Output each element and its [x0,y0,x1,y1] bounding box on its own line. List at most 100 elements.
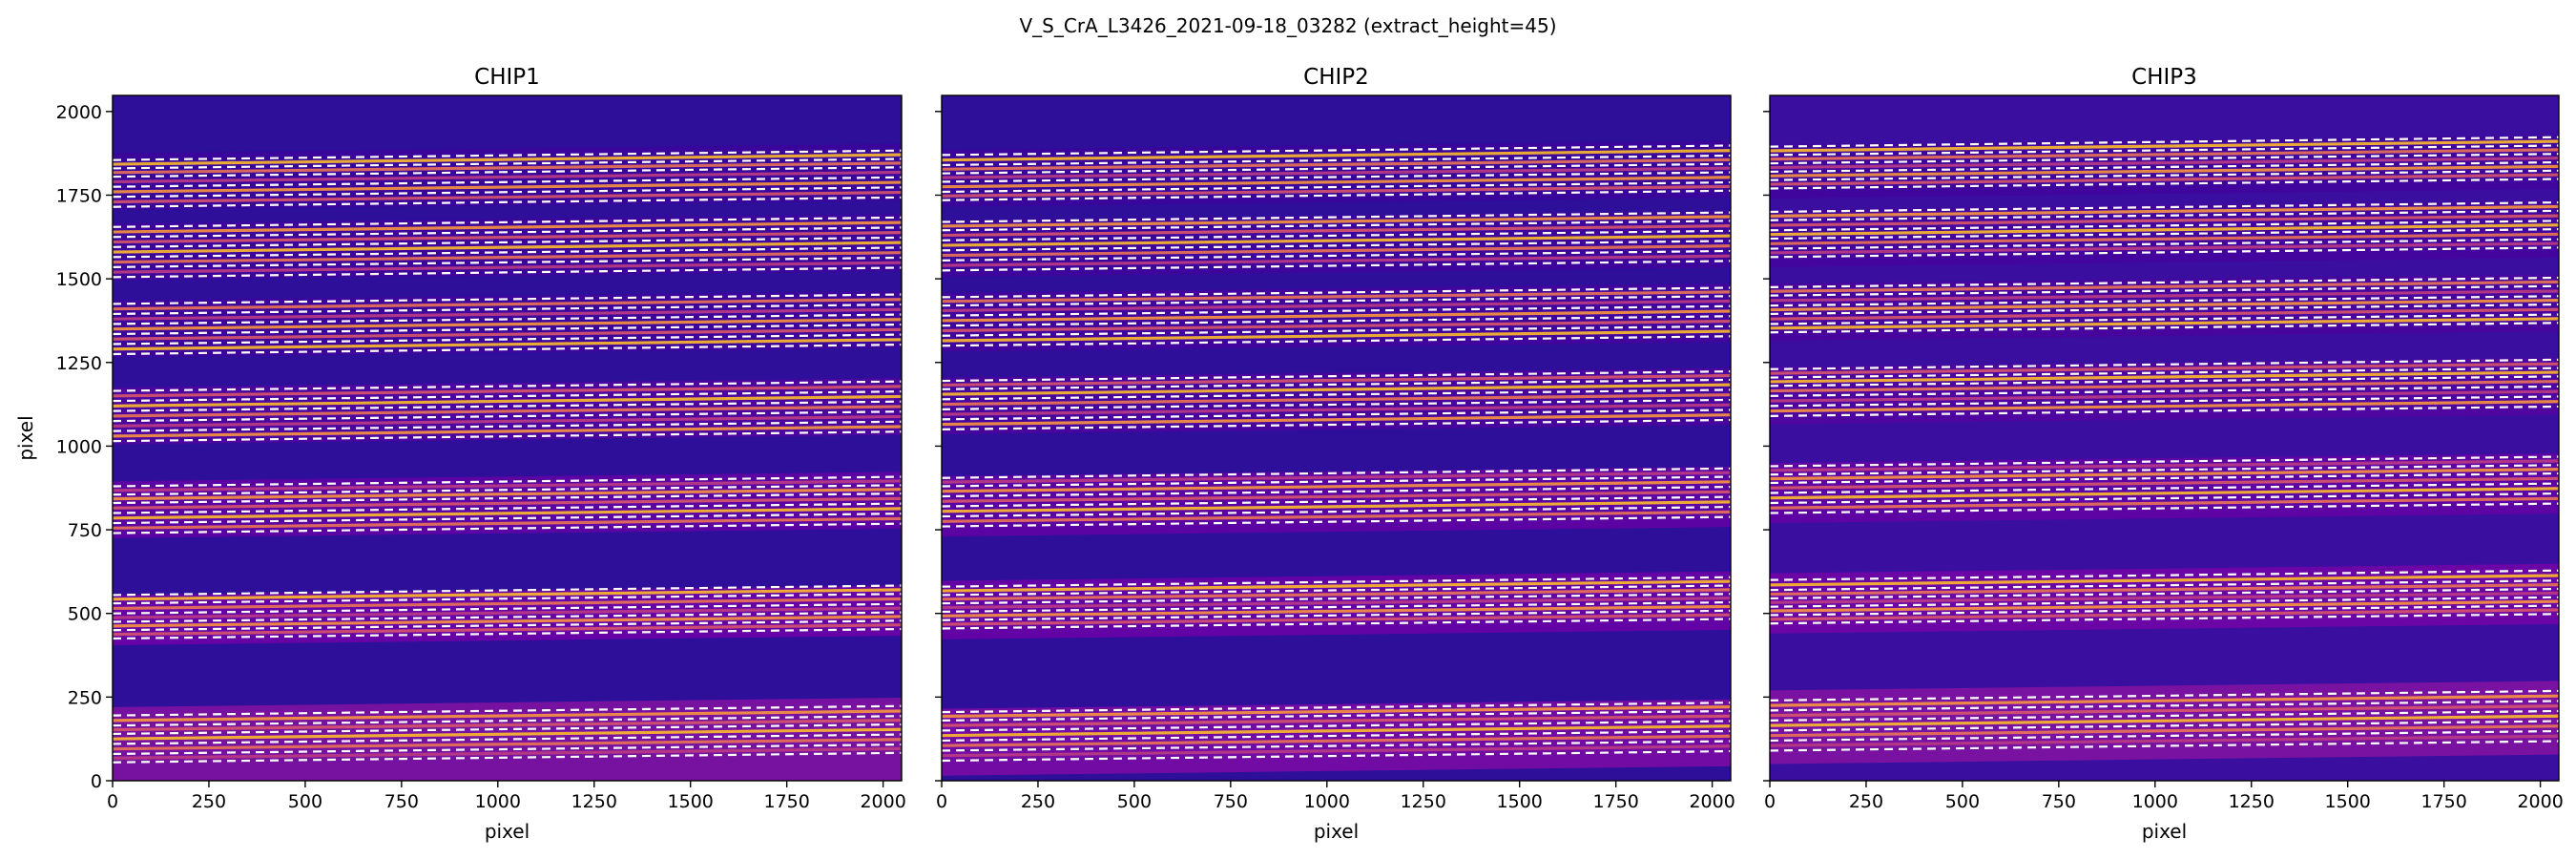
spectral-trace [113,385,902,398]
spectral-trace [1770,164,2559,178]
extraction-boundary-line [1770,153,2559,165]
spectral-trace [942,383,1731,396]
extraction-boundary-line [1770,160,2559,174]
y-tick-label: 1000 [56,436,102,457]
extraction-boundary-line [1770,228,2559,241]
chip-panel-3: CHIP3 0 250 500 750 1000 1250 1500 1750 2000 pixel [1763,65,2564,843]
spectral-trace [113,241,902,254]
extraction-boundary-line [113,723,902,736]
extraction-boundary-line [942,220,1731,232]
extraction-boundary-line [1770,200,2559,214]
extraction-boundary-line [1770,740,2559,752]
spectral-trace [1770,157,2559,170]
spectral-trace [1770,583,2559,597]
extraction-boundary-line [942,702,1731,714]
extraction-boundary-line [942,409,1731,421]
extraction-boundary-line [1770,700,2559,712]
spectral-trace [113,623,902,637]
spectral-trace [1770,139,2559,153]
spectral-trace [1770,370,2559,384]
spectral-trace [113,597,902,611]
extraction-boundary-line [1770,579,2559,592]
extraction-boundary-line [113,513,902,525]
spectral-trace [942,157,1731,171]
spectral-trace [1770,496,2559,510]
spectral-trace [113,606,902,619]
spectral-trace [942,393,1731,407]
spectral-trace [942,290,1731,304]
detector-image [113,95,902,781]
spectral-trace [113,615,902,628]
extraction-boundary-line [942,286,1731,299]
spectral-trace [942,588,1731,601]
spectral-trace [942,704,1731,719]
extraction-boundary-line [1770,276,2559,288]
spectral-trace [942,480,1731,493]
extraction-boundary-line [942,154,1731,167]
spectral-trace [1770,148,2559,161]
extraction-boundary-line [1770,709,2559,722]
x-tick-label: 750 [384,791,419,812]
spectral-trace [942,149,1731,162]
spectral-trace [113,180,902,194]
extraction-boundary-line [113,196,902,208]
extraction-boundary-line [942,398,1731,410]
extraction-boundary-line [942,720,1731,732]
extraction-boundary-line [942,584,1731,597]
y-tick-label: 2000 [56,102,102,123]
spectral-trace [113,231,902,244]
extraction-boundary-line [1770,729,2559,743]
spectral-trace [113,488,902,501]
extraction-boundary-line [1770,169,2559,181]
extraction-boundary-line [942,709,1731,722]
spectral-trace [942,166,1731,179]
spectral-trace [942,613,1731,626]
spectral-trace [113,394,902,408]
spectral-trace [113,170,902,184]
figure-suptitle: V_S_CrA_L3426_2021-09-18_03282 (extract_… [1019,14,1556,37]
extraction-boundary-line [942,171,1731,183]
extraction-boundary-line [942,162,1731,175]
x-tick-label: 1750 [1592,791,1638,812]
x-tick-label: 1000 [2132,791,2178,812]
extraction-boundary-line [1770,395,2559,408]
spectral-trace [113,190,902,204]
x-tick-label: 500 [1117,791,1152,812]
x-tick-label: 750 [1214,791,1248,812]
spectral-trace [113,153,902,166]
extraction-boundary-line [1770,375,2559,388]
spectral-trace [1770,173,2559,186]
spectral-trace [942,184,1731,198]
spectral-trace [113,507,902,520]
extraction-boundary-line [942,388,1731,401]
extraction-boundary-line [1770,209,2559,221]
extraction-boundary-line [942,240,1731,252]
spectral-trace [1770,204,2559,218]
extraction-boundary-line [113,704,902,717]
y-tick-label: 750 [68,520,102,541]
spectral-trace [942,224,1731,238]
x-tick-label: 1250 [2229,791,2275,812]
extraction-boundary-line [942,249,1731,262]
spectral-trace [113,516,902,530]
spectral-trace [942,597,1731,610]
spectral-trace [1770,307,2559,321]
x-tick-label: 2000 [1689,791,1735,812]
spectral-trace [942,510,1731,523]
x-tick-label: 500 [1945,791,1980,812]
extraction-boundary-line [113,619,902,632]
extraction-boundary-line [113,602,902,615]
extraction-boundary-line [1770,587,2559,600]
chip-panel-2: CHIP2 0 250 500 750 1000 1250 1500 1750 2000 pixel [935,65,1735,843]
extraction-boundary-line [942,729,1731,743]
detector-image [942,95,1731,781]
spectral-trace [942,299,1731,313]
spectral-trace [1770,468,2559,481]
extraction-boundary-line [942,593,1731,605]
spectral-trace [113,588,902,601]
extraction-boundary-line [1770,385,2559,397]
spectral-trace [1770,599,2559,613]
spectral-trace [113,738,902,751]
x-tick-label: 1500 [1497,791,1543,812]
y-tick-label: 1500 [56,269,102,290]
